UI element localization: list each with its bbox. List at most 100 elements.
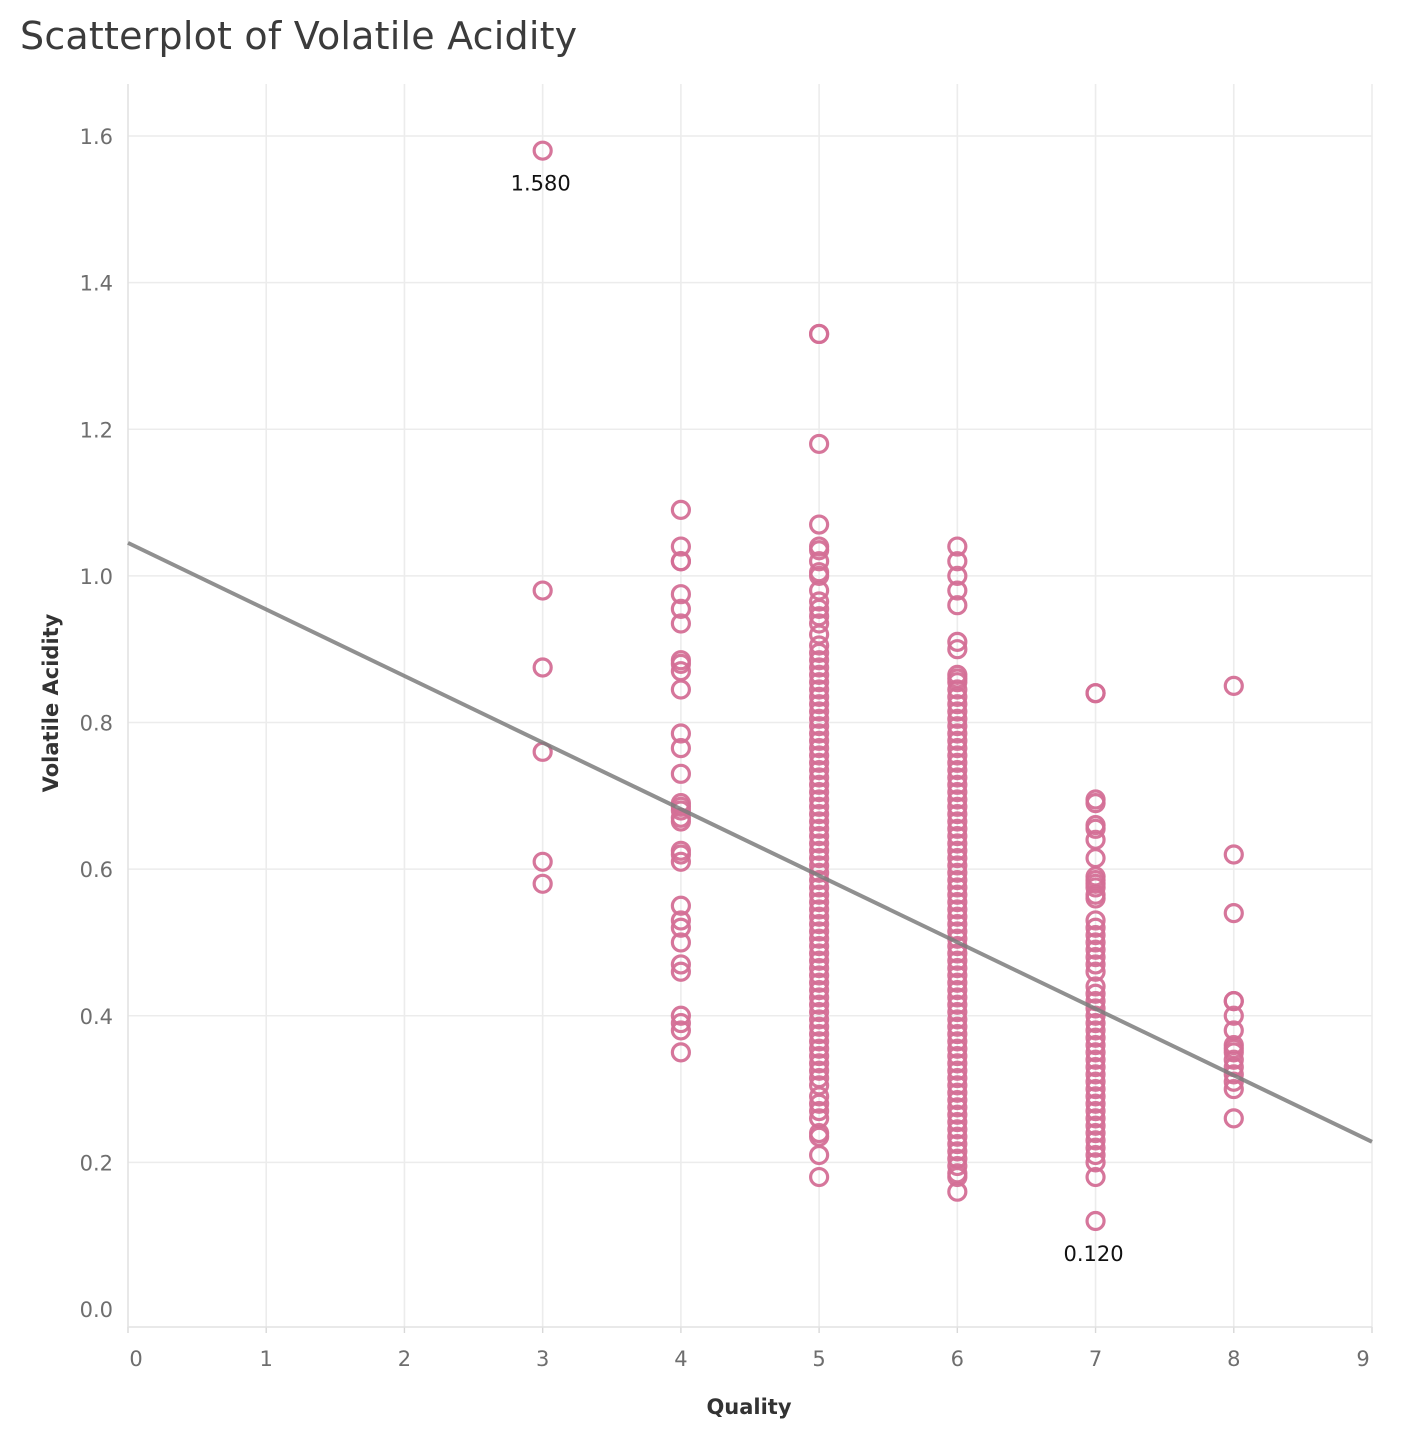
y-tick-label: 0.8 — [80, 712, 113, 736]
data-point — [670, 961, 691, 982]
data-point — [809, 551, 830, 572]
data-point — [1085, 983, 1106, 1004]
data-point — [809, 657, 830, 678]
data-point — [670, 723, 691, 744]
data-point — [947, 1166, 968, 1188]
data-point — [947, 1023, 968, 1045]
data-point — [1085, 954, 1106, 975]
data-point — [1085, 1056, 1106, 1078]
y-tick-label: 1.6 — [80, 125, 113, 149]
data-point — [947, 730, 968, 751]
data-point — [1223, 844, 1244, 865]
data-point — [809, 957, 830, 979]
data-point — [947, 536, 968, 557]
data-point — [1223, 1049, 1244, 1070]
data-point — [947, 1082, 968, 1103]
data-point — [947, 906, 968, 927]
data-point — [670, 1005, 691, 1026]
data-point — [1085, 1108, 1106, 1129]
data-point — [947, 877, 968, 898]
data-point — [809, 598, 830, 619]
data-point — [670, 584, 691, 605]
data-point — [1085, 998, 1106, 1019]
data-point — [809, 928, 830, 949]
data-point — [947, 921, 968, 942]
data-point — [947, 987, 968, 1008]
data-point — [809, 323, 830, 345]
data-point — [947, 884, 968, 905]
data-point — [809, 723, 830, 744]
data-point — [947, 855, 968, 876]
data-point — [809, 936, 830, 957]
data-point — [809, 884, 830, 905]
data-point — [809, 840, 830, 861]
data-point — [809, 965, 830, 986]
y-tick-label: 0.6 — [80, 858, 113, 882]
data-point — [809, 635, 830, 656]
data-point — [809, 642, 830, 663]
data-point — [670, 811, 691, 832]
data-point — [1085, 976, 1106, 997]
data-point — [809, 540, 830, 561]
data-point — [809, 433, 830, 455]
data-point — [947, 631, 968, 652]
data-point — [532, 580, 553, 601]
data-point — [1085, 1166, 1106, 1188]
data-point — [809, 672, 830, 693]
data-point — [947, 774, 968, 795]
data-point — [670, 1042, 691, 1063]
data-point — [947, 1053, 968, 1074]
data-point — [1085, 910, 1106, 931]
x-tick-label: 1 — [260, 1347, 273, 1371]
data-point — [1223, 1108, 1244, 1129]
data-point — [809, 694, 830, 715]
data-point — [670, 679, 691, 700]
data-point — [947, 701, 968, 722]
data-point — [947, 595, 968, 616]
data-point — [809, 745, 830, 766]
data-point — [947, 1016, 968, 1037]
data-point — [1223, 1078, 1244, 1100]
data-point — [809, 796, 830, 817]
y-tick-label: 0.4 — [80, 1005, 113, 1029]
y-tick-label: 0.0 — [80, 1298, 113, 1322]
data-point — [947, 789, 968, 810]
data-point — [809, 789, 830, 810]
data-point — [670, 1020, 691, 1041]
data-point — [1085, 1137, 1106, 1158]
data-point — [1223, 990, 1244, 1012]
data-point — [947, 950, 968, 971]
data-point — [947, 1119, 968, 1140]
data-point — [809, 650, 830, 671]
data-point — [1085, 925, 1106, 946]
chart-title: Scatterplot of Volatile Acidity — [20, 14, 578, 58]
data-point — [947, 1111, 968, 1133]
data-point — [809, 1093, 830, 1114]
data-point — [809, 613, 830, 634]
data-point — [670, 895, 691, 916]
data-point — [947, 796, 968, 817]
data-point — [1085, 1034, 1106, 1056]
x-tick-label: 9 — [1356, 1347, 1369, 1371]
data-point — [1085, 1064, 1106, 1085]
data-point — [947, 979, 968, 1001]
y-tick-label: 1.2 — [80, 418, 113, 442]
data-point — [1085, 1115, 1106, 1136]
y-tick-label: 1.0 — [80, 565, 113, 589]
data-point — [947, 848, 968, 869]
data-point — [947, 1031, 968, 1052]
data-point — [809, 774, 830, 795]
data-point — [947, 708, 968, 729]
data-point — [1085, 1093, 1106, 1114]
data-point — [670, 613, 691, 634]
data-point — [809, 1038, 830, 1059]
data-point — [947, 782, 968, 803]
data-point — [947, 565, 968, 586]
data-point — [1085, 1071, 1106, 1092]
x-tick-label: 6 — [951, 1347, 964, 1371]
data-point — [809, 708, 830, 729]
data-point — [1223, 675, 1244, 696]
data-point — [809, 1009, 830, 1030]
data-point — [1085, 1122, 1106, 1144]
data-point — [947, 1133, 968, 1155]
